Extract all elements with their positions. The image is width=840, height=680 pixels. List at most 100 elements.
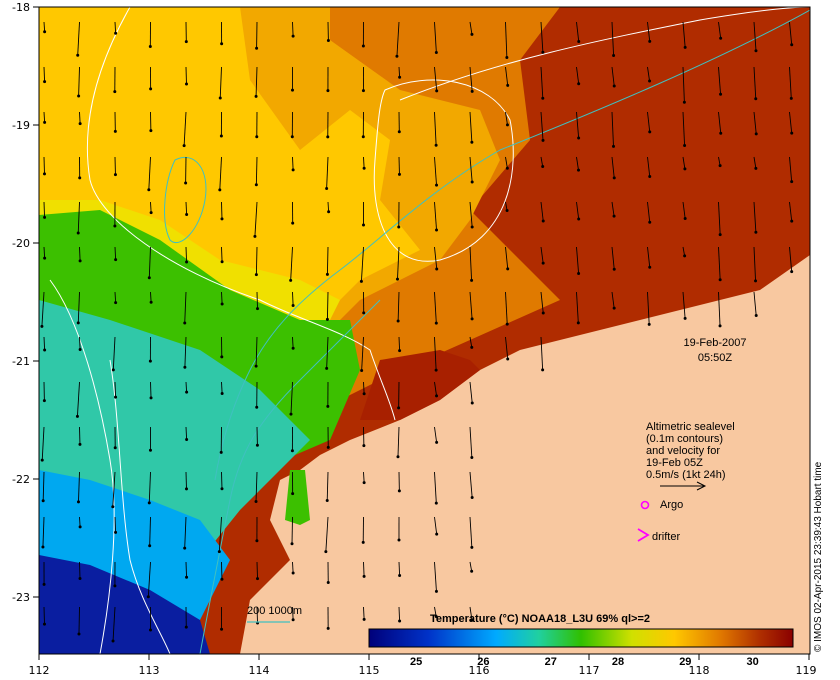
velocity-arrow-head [185, 438, 189, 442]
velocity-arrow [469, 291, 473, 319]
velocity-arrow-head [43, 80, 47, 84]
legend-line-2: (0.1m contours) [646, 433, 723, 445]
velocity-arrow-head [505, 123, 509, 127]
velocity-arrow [505, 156, 508, 169]
velocity-arrow-head [470, 401, 474, 405]
velocity-arrow [360, 246, 364, 282]
velocity-arrow-head [506, 357, 510, 361]
velocity-arrow [398, 606, 401, 622]
velocity-arrow-head [434, 589, 438, 593]
lat-tick-label: -21 [12, 355, 30, 368]
velocity-arrow-head [253, 234, 257, 238]
velocity-arrow [150, 381, 152, 398]
velocity-arrow [576, 156, 579, 171]
velocity-arrow [540, 66, 544, 99]
lat-labels: -18 -19 -20 -21 -22 -23 [12, 1, 30, 604]
velocity-arrow-head [505, 55, 509, 59]
velocity-arrow [398, 336, 401, 351]
velocity-arrow [434, 291, 437, 324]
velocity-arrow [540, 201, 544, 221]
velocity-arrow [647, 246, 651, 268]
velocity-arrow [290, 246, 293, 281]
velocity-arrow [292, 156, 294, 170]
velocity-arrow-head [220, 391, 224, 395]
velocity-arrow-head [435, 394, 439, 398]
velocity-arrow [43, 246, 46, 259]
sea-deep [39, 555, 210, 654]
lon-tick-label: 113 [139, 664, 160, 677]
velocity-arrow-head [505, 322, 509, 326]
velocity-arrow-head [183, 321, 187, 325]
colorbar-title: Temperature (°C) NOAA18_L3U 69% ql>=2 [430, 613, 650, 625]
velocity-arrow-head [612, 54, 616, 58]
velocity-arrow [292, 561, 294, 573]
velocity-arrow [256, 561, 258, 579]
velocity-arrow [184, 516, 187, 549]
velocity-arrow [434, 66, 438, 91]
velocity-arrow [434, 606, 437, 617]
lat-tick-label: -23 [12, 591, 30, 604]
colorbar-tick-label: 30 [746, 656, 758, 668]
velocity-arrow [219, 66, 222, 99]
velocity-arrow-head [577, 217, 581, 221]
velocity-arrow-head [718, 233, 722, 237]
velocity-arrow-head [754, 132, 758, 136]
velocity-arrow-head [219, 134, 223, 138]
velocity-arrow-head [78, 122, 82, 126]
velocity-arrow-head [576, 321, 580, 325]
isobath-1000 [199, 299, 381, 654]
velocity-arrow [292, 336, 294, 349]
velocity-arrow-head [219, 450, 223, 454]
velocity-arrow-head [612, 176, 616, 180]
colorbar-ticks: 25 26 27 28 29 30 [410, 656, 759, 668]
velocity-arrow-head [254, 364, 258, 368]
colorbar-tick-label: 29 [679, 656, 691, 668]
velocity-arrow-head [43, 30, 47, 34]
argo-marker-icon [640, 500, 650, 510]
velocity-arrow-head [470, 32, 474, 36]
velocity-arrow-head [398, 619, 402, 623]
velocity-arrow-head [256, 577, 260, 581]
velocity-arrow-head [327, 210, 331, 214]
velocity-arrow [753, 291, 757, 316]
velocity-arrow [789, 246, 793, 272]
velocity-arrow [611, 201, 615, 217]
lon-tick-label: 119 [796, 664, 817, 677]
velocity-arrow-head [648, 39, 652, 43]
velocity-arrow [78, 471, 80, 502]
velocity-arrow [183, 111, 187, 146]
bathymetry-contours [164, 9, 810, 654]
velocity-arrow-head [78, 259, 82, 263]
velocity-arrow-head [185, 260, 189, 264]
velocity-arrow [79, 516, 81, 527]
velocity-arrow-head [325, 186, 329, 190]
isobath-eddy [164, 157, 207, 243]
credit-text: © IMOS 02-Apr-2015 23:39:43 Hobart time [813, 461, 824, 652]
velocity-arrow-head [185, 390, 189, 394]
velocity-arrow [540, 336, 544, 370]
velocity-arrow-head [361, 44, 365, 48]
velocity-arrow [326, 291, 329, 320]
velocity-arrow [505, 111, 508, 125]
velocity-arrow [150, 291, 152, 303]
velocity-arrow [647, 21, 651, 42]
velocity-arrows [40, 21, 794, 643]
velocity-arrow-head [217, 550, 221, 554]
lon-tick-label: 118 [689, 664, 710, 677]
velocity-arrow-head [77, 94, 81, 98]
velocity-arrow-head [325, 317, 329, 321]
velocity-arrow [540, 291, 544, 313]
velocity-arrow-head [254, 273, 258, 277]
velocity-arrow-head [435, 532, 439, 536]
velocity-arrow [434, 381, 437, 396]
velocity-arrow [753, 156, 757, 169]
velocity-arrow [292, 21, 294, 37]
velocity-arrow-head [611, 144, 615, 148]
velocity-arrow [434, 336, 437, 371]
velocity-arrow-head [76, 321, 80, 325]
velocity-arrow [469, 201, 473, 227]
velocity-arrow [434, 561, 437, 592]
velocity-arrow-head [291, 346, 295, 350]
velocity-arrow-head [111, 505, 115, 509]
